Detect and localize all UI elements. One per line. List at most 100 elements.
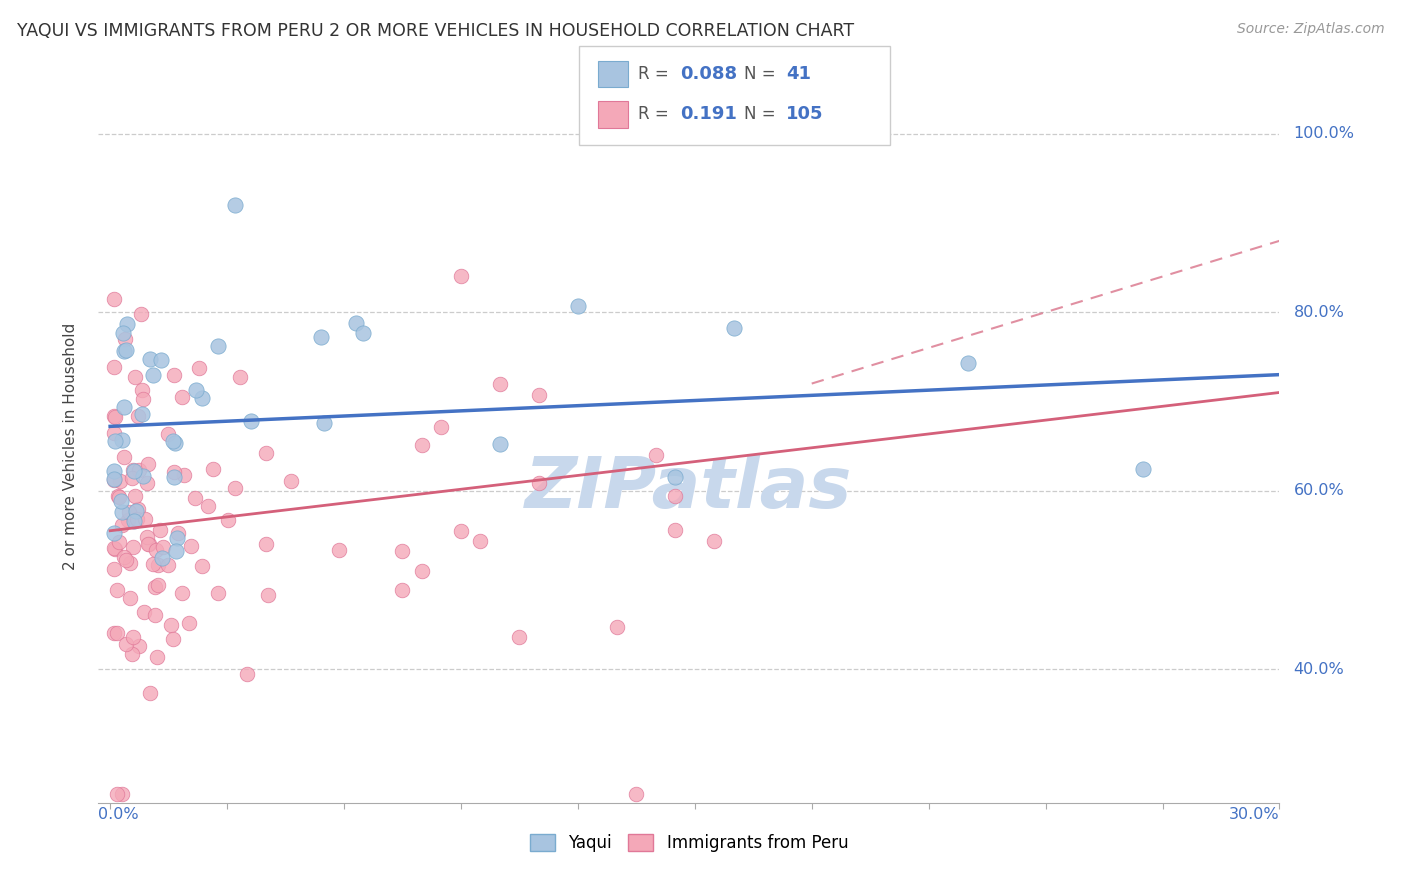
Point [104, 541, 127, 556]
Text: 80.0%: 80.0% [1294, 305, 1344, 319]
Point [450, 268, 472, 283]
Point [188, 361, 211, 376]
Text: R =: R = [638, 105, 679, 123]
Point [156, 558, 179, 572]
Text: YAQUI VS IMMIGRANTS FROM PERU 2 OR MORE VEHICLES IN HOUSEHOLD CORRELATION CHART: YAQUI VS IMMIGRANTS FROM PERU 2 OR MORE … [17, 22, 853, 40]
Point [152, 540, 174, 554]
Point [110, 517, 132, 532]
Point [122, 464, 145, 478]
Point [235, 667, 257, 681]
Point [1132, 461, 1154, 475]
Point [108, 474, 131, 488]
Point [664, 470, 686, 484]
Point [391, 544, 413, 558]
Point [150, 551, 173, 566]
Point [103, 526, 125, 541]
Point [160, 618, 183, 632]
Point [254, 446, 277, 460]
Text: 105: 105 [786, 105, 824, 123]
Point [124, 369, 146, 384]
Point [139, 352, 162, 367]
Point [142, 557, 165, 571]
Point [527, 476, 550, 491]
Point [129, 307, 152, 321]
Point [703, 533, 725, 548]
Point [112, 401, 135, 415]
Point [103, 425, 125, 440]
Point [121, 647, 143, 661]
Point [170, 391, 193, 405]
Point [162, 434, 184, 449]
Point [107, 490, 129, 504]
Point [606, 620, 628, 634]
Point [124, 514, 146, 528]
Point [105, 625, 128, 640]
Point [107, 490, 129, 504]
Point [112, 549, 135, 564]
Point [108, 535, 131, 549]
Point [127, 501, 149, 516]
Point [128, 463, 150, 477]
Point [163, 436, 186, 450]
Point [104, 409, 127, 424]
Point [353, 326, 375, 340]
Point [103, 473, 125, 487]
Point [138, 536, 160, 550]
Text: 0.088: 0.088 [681, 65, 738, 83]
Point [162, 632, 184, 647]
Point [111, 505, 134, 519]
Point [111, 433, 134, 447]
Point [104, 434, 127, 449]
Point [280, 475, 302, 489]
Point [314, 417, 336, 431]
Point [173, 467, 195, 482]
Text: R =: R = [638, 65, 675, 83]
Point [956, 356, 979, 370]
Point [103, 541, 125, 555]
Point [644, 448, 666, 462]
Point [135, 530, 157, 544]
Point [136, 458, 159, 472]
Point [114, 552, 136, 566]
Point [489, 437, 512, 451]
Point [165, 544, 187, 558]
Point [328, 543, 350, 558]
Point [115, 318, 138, 332]
Point [138, 537, 160, 551]
Point [197, 500, 219, 514]
Point [103, 464, 125, 478]
Point [143, 581, 166, 595]
Legend: Yaqui, Immigrants from Peru: Yaqui, Immigrants from Peru [523, 827, 855, 859]
Point [118, 505, 141, 519]
Text: 0.191: 0.191 [681, 105, 737, 123]
Point [143, 607, 166, 622]
Point [391, 582, 413, 597]
Point [112, 326, 135, 340]
Point [167, 526, 190, 541]
Point [163, 470, 186, 484]
Point [146, 649, 169, 664]
Point [103, 359, 125, 374]
Point [311, 330, 333, 344]
Point [114, 332, 136, 346]
Point [103, 562, 125, 576]
Point [201, 462, 224, 476]
Point [170, 586, 193, 600]
Point [136, 476, 159, 491]
Point [489, 377, 512, 392]
Point [117, 513, 139, 527]
Text: ZIPatlas: ZIPatlas [526, 454, 852, 524]
Point [191, 391, 214, 405]
Point [110, 493, 132, 508]
Text: N =: N = [744, 105, 780, 123]
Text: 30.0%: 30.0% [1229, 807, 1279, 822]
Text: 40.0%: 40.0% [1294, 662, 1344, 676]
Point [111, 787, 134, 801]
Point [132, 605, 155, 619]
Point [103, 472, 125, 486]
Point [411, 437, 433, 451]
Point [139, 685, 162, 699]
Point [163, 466, 186, 480]
Point [527, 388, 550, 402]
Point [131, 384, 153, 398]
